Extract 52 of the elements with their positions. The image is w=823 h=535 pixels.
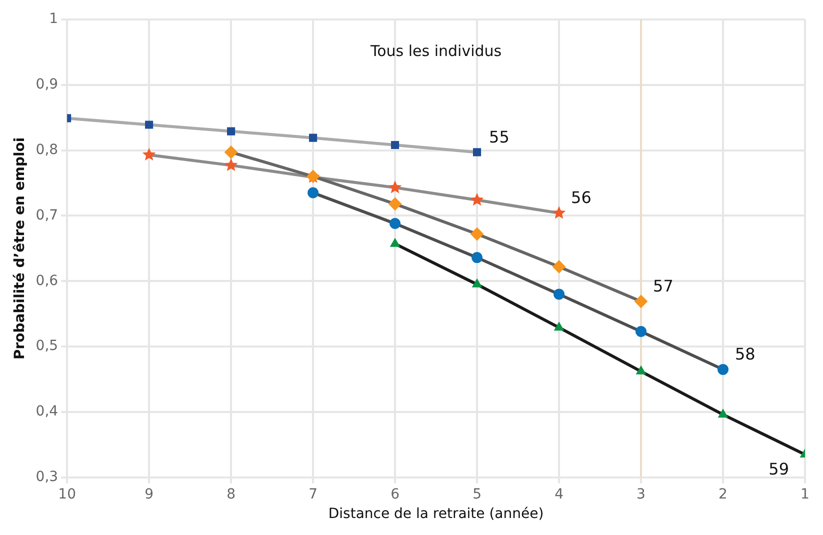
- point: [388, 180, 402, 194]
- y-tick-label: 0,3: [36, 469, 58, 486]
- x-axis-title: Distance de la retraite (année): [328, 506, 544, 522]
- point: [142, 148, 156, 160]
- x-tick-label: 2: [718, 486, 728, 502]
- point: [227, 127, 236, 136]
- y-tick-label: 0,5: [36, 338, 58, 354]
- x-tick-label: 3: [636, 486, 646, 502]
- annotation: 59: [768, 460, 789, 479]
- text: Tous les individus: [369, 42, 502, 60]
- point: [388, 197, 402, 210]
- y-tick-label: 1: [49, 11, 58, 28]
- point: [554, 322, 564, 331]
- point: [636, 326, 647, 337]
- point: [224, 146, 238, 159]
- annotation: 56: [571, 188, 592, 208]
- point: [308, 187, 319, 198]
- x-tick-label: 9: [144, 486, 154, 502]
- point: [552, 206, 566, 219]
- x-tick-label: 8: [226, 486, 236, 502]
- y-tick-label: 0,7: [36, 207, 58, 224]
- x-tick-label: 6: [390, 486, 400, 502]
- point: [552, 260, 566, 274]
- point: [472, 252, 483, 264]
- y-tick-label: 0,6: [36, 272, 58, 289]
- point: [224, 158, 238, 171]
- point: [470, 228, 484, 241]
- point: [309, 134, 318, 142]
- x-tick-label: 10: [58, 486, 76, 502]
- y-axis-title: Probabilité d’être en emploi: [12, 137, 28, 360]
- y-tick-label: 0,9: [36, 76, 58, 92]
- x-tick-label: 1: [800, 486, 810, 502]
- point: [636, 366, 646, 374]
- point: [634, 294, 648, 308]
- point: [718, 364, 729, 375]
- x-tick-label: 7: [308, 486, 318, 502]
- annotation: 55: [489, 127, 510, 146]
- point: [470, 192, 484, 206]
- point: [145, 120, 154, 129]
- annotation: 58: [735, 344, 756, 364]
- point: [390, 218, 401, 230]
- point: [554, 288, 565, 300]
- point: [391, 140, 400, 150]
- point: [718, 409, 728, 418]
- point: [472, 148, 482, 156]
- y-tick-label: 0,8: [36, 142, 58, 158]
- x-tick-label: 4: [554, 486, 564, 502]
- point: [390, 238, 400, 247]
- annotation: 57: [653, 276, 674, 296]
- y-tick-label: 0,4: [36, 404, 58, 420]
- x-tick-label: 5: [472, 486, 482, 502]
- point: [472, 278, 482, 288]
